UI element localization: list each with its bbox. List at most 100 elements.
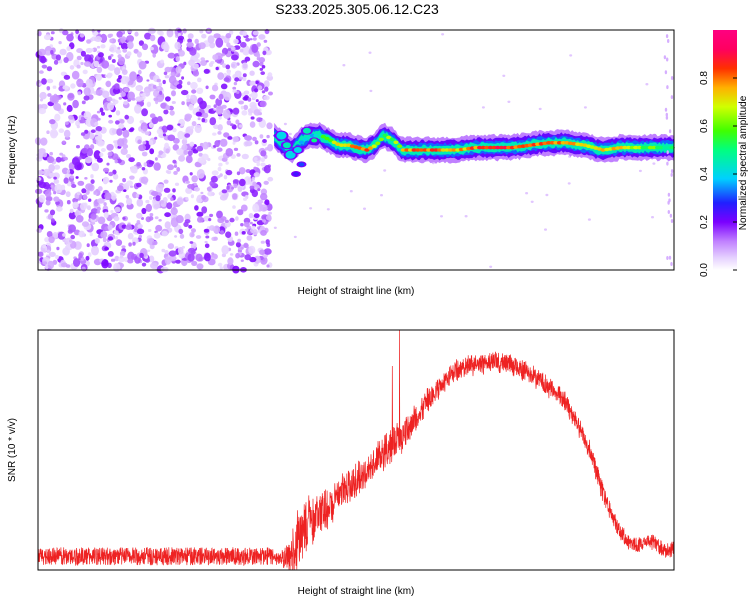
noise-blob xyxy=(124,114,129,120)
noise-blob xyxy=(229,253,234,256)
noise-blob xyxy=(233,81,238,86)
noise-blob xyxy=(203,228,210,233)
noise-blob xyxy=(240,41,247,48)
noise-blob xyxy=(220,83,228,90)
noise-blob xyxy=(108,171,114,177)
noise-blob xyxy=(229,217,235,223)
noise-blob xyxy=(148,139,154,146)
noise-blob xyxy=(134,228,138,233)
noise-blob xyxy=(76,78,84,88)
noise-blob xyxy=(63,57,69,63)
noise-blob xyxy=(241,153,249,160)
noise-blob xyxy=(243,90,250,95)
noise-blob xyxy=(78,156,82,160)
noise-blob xyxy=(204,243,210,249)
noise-blob xyxy=(153,232,161,239)
noise-blob xyxy=(107,151,113,157)
noise-blob xyxy=(249,70,255,76)
noise-blob xyxy=(136,51,142,58)
noise-blob xyxy=(96,157,103,163)
noise-blob xyxy=(78,230,85,238)
track-core xyxy=(447,148,454,152)
track-blob xyxy=(282,142,291,149)
noise-blob xyxy=(215,37,224,48)
noise-blob xyxy=(38,83,43,86)
noise-blob xyxy=(215,98,223,106)
noise-blob xyxy=(152,84,157,89)
noise-blob xyxy=(190,94,195,99)
edge-speck xyxy=(666,57,669,62)
noise-blob xyxy=(217,262,223,267)
noise-blob xyxy=(81,188,87,194)
noise-blob xyxy=(97,198,105,204)
track-blob xyxy=(285,150,296,159)
noise-blob xyxy=(69,239,73,243)
noise-blob xyxy=(198,42,206,50)
noise-blob xyxy=(267,72,273,78)
noise-blob xyxy=(152,240,158,246)
noise-blob xyxy=(231,54,239,61)
noise-blob xyxy=(152,53,156,58)
noise-blob xyxy=(164,212,172,218)
noise-blob xyxy=(153,162,161,171)
track-core xyxy=(629,145,635,150)
noise-blob xyxy=(263,39,268,43)
noise-blob xyxy=(159,90,163,95)
noise-blob xyxy=(196,169,205,179)
edge-speck xyxy=(664,107,668,112)
noise-blob xyxy=(123,189,127,193)
noise-blob xyxy=(129,175,135,180)
edge-speck xyxy=(670,76,674,80)
noise-speck xyxy=(638,169,642,173)
noise-blob xyxy=(240,105,244,110)
noise-blob xyxy=(46,66,53,72)
noise-blob xyxy=(266,203,273,211)
noise-blob xyxy=(56,246,60,251)
noise-blob xyxy=(91,245,99,256)
noise-blob xyxy=(264,199,270,206)
noise-blob xyxy=(165,105,171,111)
noise-blob xyxy=(78,252,83,259)
noise-blob xyxy=(53,164,61,170)
noise-blob xyxy=(174,41,181,50)
noise-blob xyxy=(87,252,92,258)
noise-blob xyxy=(94,36,103,42)
track-core xyxy=(393,140,399,145)
noise-blob xyxy=(89,134,95,140)
noise-blob xyxy=(119,254,123,259)
noise-blob xyxy=(137,69,142,75)
noise-blob xyxy=(173,170,178,175)
noise-blob xyxy=(177,130,185,140)
noise-blob xyxy=(63,74,71,80)
noise-blob xyxy=(267,176,274,182)
noise-blob xyxy=(237,186,243,192)
track-core xyxy=(298,140,305,145)
track-core xyxy=(546,141,552,145)
noise-blob xyxy=(148,216,154,221)
noise-blob xyxy=(65,264,71,268)
noise-blob xyxy=(56,206,63,212)
noise-blob xyxy=(144,32,152,40)
noise-blob xyxy=(197,117,201,121)
noise-blob xyxy=(72,197,78,203)
track-core xyxy=(364,148,370,152)
noise-blob xyxy=(178,79,183,86)
noise-blob xyxy=(110,258,116,262)
noise-blob xyxy=(108,55,112,60)
edge-speck xyxy=(666,256,669,260)
noise-blob xyxy=(242,75,247,82)
noise-blob xyxy=(136,182,142,188)
noise-blob xyxy=(120,91,126,97)
noise-blob xyxy=(111,59,116,63)
noise-blob xyxy=(84,54,92,63)
noise-blob xyxy=(49,151,53,156)
track-core xyxy=(371,144,377,148)
noise-blob xyxy=(70,181,75,185)
noise-blob xyxy=(201,33,207,39)
noise-blob xyxy=(135,96,143,102)
noise-blob xyxy=(60,184,66,191)
noise-blob xyxy=(111,98,116,102)
noise-blob xyxy=(37,152,44,159)
noise-blob xyxy=(201,194,207,201)
noise-blob xyxy=(209,213,214,218)
